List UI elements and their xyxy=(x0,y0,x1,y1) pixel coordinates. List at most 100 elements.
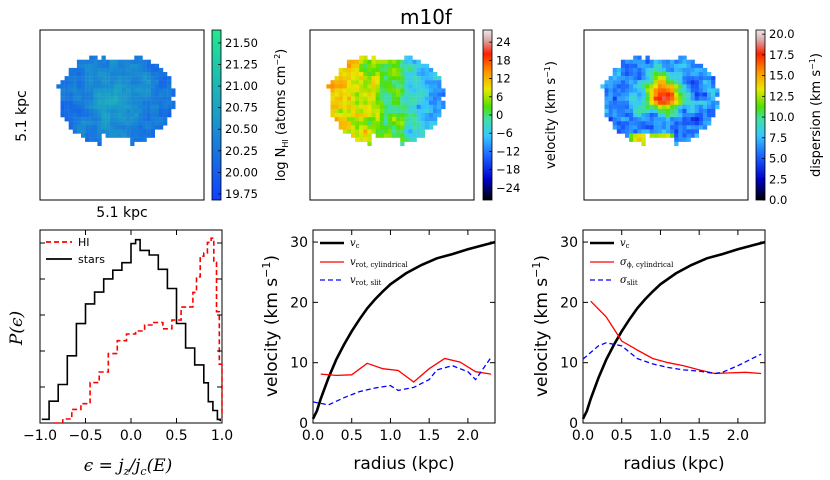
map-pixel xyxy=(68,125,73,130)
map-pixel xyxy=(89,125,94,130)
map-pixel xyxy=(400,104,405,110)
map-pixel xyxy=(81,80,86,85)
map-pixel xyxy=(711,96,716,101)
map-pixel xyxy=(641,72,646,77)
map-pixel xyxy=(375,121,380,126)
map-pixel xyxy=(620,88,626,93)
map-pixel xyxy=(645,92,650,97)
map-pixel xyxy=(682,104,687,110)
map-pixel xyxy=(420,72,425,77)
map-pixel xyxy=(146,92,151,97)
map-pixel xyxy=(130,133,135,138)
map-pixel xyxy=(625,125,630,130)
y-tick-label: 30 xyxy=(290,235,308,251)
map-pixel xyxy=(616,84,622,89)
epsilon-curves xyxy=(41,237,223,424)
map-pixel xyxy=(392,121,397,126)
map-pixel xyxy=(338,108,343,114)
x-tick-label: 0.0 xyxy=(572,428,594,444)
map-pixel xyxy=(163,80,168,85)
map-pixel xyxy=(408,104,413,110)
rotation-ylabel: velocity (km s−1) xyxy=(260,255,282,397)
map-pixel xyxy=(101,72,106,77)
map-pixel xyxy=(346,104,352,110)
map-pixel xyxy=(72,113,78,118)
map-pixel xyxy=(686,100,691,105)
map-pixel xyxy=(130,117,135,122)
map-pixel xyxy=(101,104,106,110)
map-pixel xyxy=(81,113,86,118)
map-pixel xyxy=(367,59,372,64)
map-pixel xyxy=(93,125,98,130)
map-pixel xyxy=(387,72,393,77)
map-pixel xyxy=(138,133,143,138)
map-pixel xyxy=(625,88,630,93)
map-pixel xyxy=(604,108,609,114)
map-pixel xyxy=(387,88,393,93)
map-pixel xyxy=(608,84,613,89)
map-pixel xyxy=(371,129,376,134)
map-pixel xyxy=(363,100,368,105)
map-pixel xyxy=(670,80,675,85)
map-pixel xyxy=(342,129,348,134)
map-pixel xyxy=(633,92,638,97)
x-tick-label: 0.5 xyxy=(341,428,363,444)
map-pixel xyxy=(93,67,98,73)
map-pixel xyxy=(346,100,352,105)
map-pixel xyxy=(171,100,176,105)
series-v_rot_cylindrical xyxy=(320,357,492,383)
map-pixel xyxy=(711,92,716,97)
map-pixel xyxy=(682,129,687,134)
map-pixel xyxy=(637,137,642,142)
map-pixel xyxy=(383,104,389,110)
legend-vrot-slit-label: vrot, slit xyxy=(350,275,382,287)
y-tick-label: 10 xyxy=(290,356,308,372)
map-pixel xyxy=(89,129,94,134)
map-pixel xyxy=(126,92,131,97)
map-pixel xyxy=(416,84,421,89)
map-pixel xyxy=(420,88,425,93)
map-pixel xyxy=(97,113,102,118)
map-pixel xyxy=(375,117,380,122)
map-pixel xyxy=(93,88,98,93)
map-pixel xyxy=(649,88,654,93)
map-pixel xyxy=(89,137,94,142)
map-pixel xyxy=(437,100,442,105)
map-pixel xyxy=(702,121,708,126)
map-pixel xyxy=(138,117,143,122)
map-pixel xyxy=(608,108,613,114)
map-pixel xyxy=(363,72,368,77)
map-pixel xyxy=(620,125,626,130)
map-pixel xyxy=(109,100,114,105)
map-pixel xyxy=(678,113,683,118)
map-pixel xyxy=(620,108,626,114)
map-pixel xyxy=(117,113,123,118)
map-pixel xyxy=(334,84,339,89)
map-pixel xyxy=(694,113,699,118)
colorbar-tick-label: 24 xyxy=(496,35,511,49)
map-pixel xyxy=(437,96,442,101)
map-pixel xyxy=(625,129,630,134)
map-pixel xyxy=(649,117,654,122)
map-pixel xyxy=(666,72,671,77)
map-pixel xyxy=(612,113,617,118)
map-pixel xyxy=(408,55,413,60)
map-pixel xyxy=(134,67,139,73)
map-pixel xyxy=(620,92,626,97)
map-pixel xyxy=(97,133,102,138)
map-pixel xyxy=(408,92,413,97)
map-pixel xyxy=(101,76,106,81)
map-pixel xyxy=(616,121,622,126)
map-pixel xyxy=(154,67,160,73)
map-pixel xyxy=(117,59,123,64)
map-pixel xyxy=(68,96,73,101)
map-pixel xyxy=(342,72,348,77)
map-pixel xyxy=(346,59,352,64)
map-pixel xyxy=(342,96,348,101)
map-pixel xyxy=(690,67,695,73)
map-pixel xyxy=(653,113,658,118)
map-pixel xyxy=(117,76,123,81)
map-pixel xyxy=(85,117,90,122)
x-tick-label: 0.5 xyxy=(165,428,187,444)
map-pixel xyxy=(707,88,712,93)
